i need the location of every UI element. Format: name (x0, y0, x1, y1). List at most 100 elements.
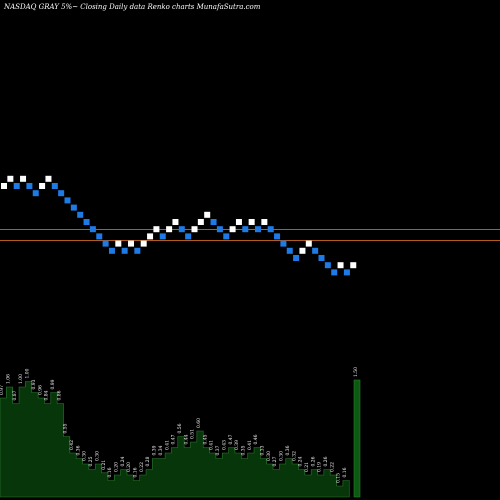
renko-brick-down (331, 269, 338, 276)
volume-label: 0.33 (260, 445, 266, 455)
renko-brick-down (77, 211, 84, 218)
renko-brick-down (96, 233, 103, 240)
renko-brick-down (286, 247, 293, 254)
volume-bar-last (353, 379, 361, 498)
volume-label: 0.34 (158, 445, 164, 455)
volume-label: 0.16 (133, 467, 139, 477)
volume-label: 0.46 (253, 434, 259, 444)
volume-label: 0.99 (50, 379, 56, 389)
renko-brick-up (20, 175, 27, 182)
renko-brick-down (223, 233, 230, 240)
renko-brick-down (159, 233, 166, 240)
volume-label: 0.24 (298, 456, 304, 466)
volume-label: 0.30 (82, 451, 88, 461)
renko-brick-down (267, 226, 274, 233)
renko-brick-down (324, 262, 331, 269)
renko-brick-down (216, 226, 223, 233)
volume-label: 0.21 (304, 462, 310, 472)
volume-label: 0.51 (190, 429, 196, 439)
volume-label: 0.55 (63, 423, 69, 433)
volume-label: 0.36 (285, 445, 291, 455)
renko-brick-up (7, 175, 14, 182)
renko-brick-up (1, 183, 7, 189)
volume-area-fill (0, 381, 350, 498)
renko-brick-down (274, 233, 281, 240)
volume-label: 1.00 (18, 374, 24, 384)
volume-label: 0.41 (164, 440, 170, 450)
volume-label: 0.30 (279, 451, 285, 461)
chart-title: NASDAQ GRAY 5%~ Closing Daily data Renko… (3, 3, 261, 11)
renko-brick-up (166, 226, 173, 233)
volume-label: 0.84 (44, 390, 50, 400)
renko-brick-down (312, 247, 319, 254)
renko-brick-up (128, 240, 134, 247)
renko-brick-up (140, 240, 147, 247)
renko-brick-down (210, 219, 217, 225)
volume-label: 0.26 (323, 456, 329, 466)
volume-label: 0.56 (177, 423, 183, 433)
volume-label: 0.20 (113, 462, 119, 472)
renko-brick-down (89, 226, 96, 233)
renko-brick-down (83, 219, 90, 225)
volume-label: 0.19 (317, 462, 323, 472)
volume-label: 0.24 (120, 456, 126, 466)
renko-brick-down (318, 255, 325, 261)
volume-label: 0.30 (94, 451, 100, 461)
volume-label: 0.39 (234, 440, 240, 450)
renko-brick-down (108, 247, 115, 254)
volume-label: 0.36 (75, 445, 81, 455)
volume-label: 0.39 (152, 445, 158, 455)
renko-brick-down (293, 255, 300, 261)
renko-brick-down (51, 183, 58, 189)
volume-label: 0.86 (56, 390, 62, 400)
volume-label: 0.28 (145, 456, 151, 466)
volume-label: 0.22 (329, 462, 335, 472)
volume-label: 1.06 (6, 374, 12, 384)
renko-brick-up (153, 226, 160, 233)
volume-label: 0.47 (228, 434, 234, 444)
volume-label: 0.15 (336, 473, 342, 483)
renko-brick-up (350, 262, 357, 269)
volume-label: 0.42 (69, 440, 75, 450)
renko-brick-up (115, 240, 122, 247)
volume-label: 0.44 (183, 434, 189, 444)
renko-brick-up (172, 219, 179, 225)
renko-brick-down (280, 240, 287, 247)
renko-brick-up (248, 219, 255, 225)
volume-label: 0.41 (209, 440, 215, 450)
renko-brick-up (261, 219, 268, 225)
renko-brick-up (204, 211, 211, 218)
renko-brick-down (58, 190, 65, 197)
volume-label: 0.32 (291, 451, 297, 461)
volume-labels: 0.971.060.871.001.000.930.960.840.990.86… (0, 367, 359, 483)
volume-label: 0.26 (310, 456, 316, 466)
renko-brick-down (26, 183, 33, 189)
renko-brick-up (299, 247, 306, 254)
volume-label: 0.21 (101, 460, 107, 470)
renko-brick-down (242, 226, 249, 233)
volume-label: 0.35 (240, 445, 246, 455)
renko-brick-down (32, 190, 39, 197)
volume-label: 0.96 (37, 385, 43, 395)
volume-label: 0.16 (107, 467, 113, 477)
renko-brick-down (185, 233, 192, 240)
renko-brick-up (39, 183, 46, 189)
renko-brick-down (255, 226, 261, 233)
volume-label: 0.43 (221, 440, 227, 450)
volume-label: 0.47 (171, 434, 177, 444)
renko-brick-down (102, 240, 109, 247)
reference-lines (0, 229, 500, 241)
renko-brick-up (197, 219, 204, 225)
renko-brick-down (64, 197, 71, 204)
volume-label: 0.97 (0, 385, 5, 395)
renko-brick-up (45, 175, 52, 182)
volume-label: 0.20 (126, 462, 132, 472)
volume-label: 0.41 (247, 440, 253, 450)
volume-label: 0.37 (215, 445, 221, 455)
renko-brick-down (178, 226, 185, 233)
volume-label: 0.27 (272, 456, 278, 466)
volume-label: 0.93 (31, 379, 37, 389)
volume-label: 0.60 (196, 418, 202, 428)
